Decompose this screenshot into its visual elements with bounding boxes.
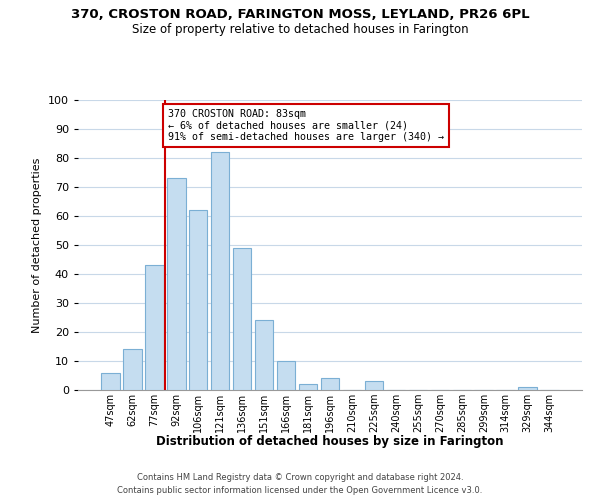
Bar: [518, 387, 537, 390]
Bar: [123, 350, 142, 390]
Text: Distribution of detached houses by size in Farington: Distribution of detached houses by size …: [156, 435, 504, 448]
Y-axis label: Number of detached properties: Number of detached properties: [32, 158, 43, 332]
Text: 370 CROSTON ROAD: 83sqm
← 6% of detached houses are smaller (24)
91% of semi-det: 370 CROSTON ROAD: 83sqm ← 6% of detached…: [169, 108, 445, 142]
Text: Contains HM Land Registry data © Crown copyright and database right 2024.: Contains HM Land Registry data © Crown c…: [137, 474, 463, 482]
Bar: [101, 372, 119, 390]
Bar: [277, 361, 295, 390]
Bar: [320, 378, 340, 390]
Bar: [189, 210, 208, 390]
Bar: [233, 248, 251, 390]
Text: 370, CROSTON ROAD, FARINGTON MOSS, LEYLAND, PR26 6PL: 370, CROSTON ROAD, FARINGTON MOSS, LEYLA…: [71, 8, 529, 20]
Text: Size of property relative to detached houses in Farington: Size of property relative to detached ho…: [131, 22, 469, 36]
Bar: [365, 382, 383, 390]
Text: Contains public sector information licensed under the Open Government Licence v3: Contains public sector information licen…: [118, 486, 482, 495]
Bar: [299, 384, 317, 390]
Bar: [167, 178, 185, 390]
Bar: [211, 152, 229, 390]
Bar: [255, 320, 274, 390]
Bar: [145, 266, 164, 390]
